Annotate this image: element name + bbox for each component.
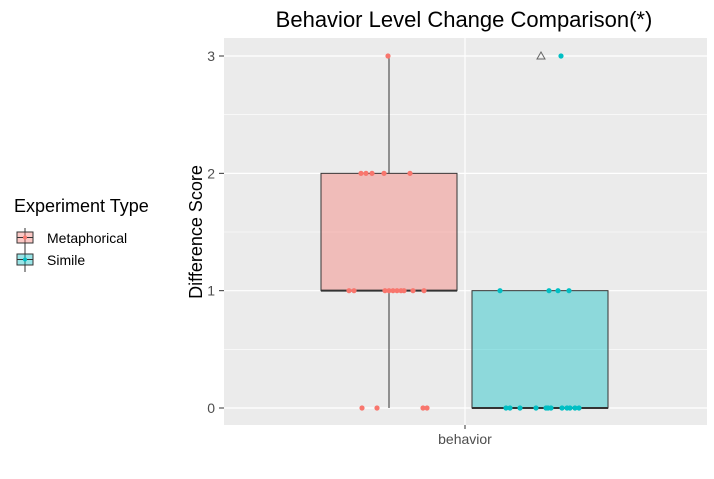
box-metaphorical bbox=[320, 172, 458, 292]
x-tick-label: behavior bbox=[438, 431, 492, 447]
y-tick-label: 1 bbox=[207, 283, 215, 299]
data-point bbox=[351, 288, 357, 294]
grid bbox=[224, 38, 707, 425]
data-point bbox=[424, 405, 430, 411]
y-tick-label: 3 bbox=[207, 48, 215, 64]
data-point bbox=[558, 53, 564, 59]
data-point bbox=[507, 405, 513, 411]
data-point bbox=[555, 288, 561, 294]
y-tick-label: 0 bbox=[207, 400, 215, 416]
data-point bbox=[401, 288, 407, 294]
data-point bbox=[572, 405, 578, 411]
y-tick-label: 2 bbox=[207, 165, 215, 181]
data-point bbox=[420, 405, 426, 411]
data-point bbox=[346, 288, 352, 294]
data-point bbox=[359, 405, 365, 411]
data-point bbox=[503, 405, 509, 411]
data-point bbox=[385, 53, 391, 59]
data-point bbox=[407, 170, 413, 176]
legend-key-point bbox=[23, 235, 27, 240]
chart-title: Behavior Level Change Comparison(*) bbox=[276, 7, 653, 32]
legend: Experiment Type Metaphorical Simile bbox=[14, 196, 149, 272]
data-point bbox=[369, 170, 375, 176]
legend-label-simile: Simile bbox=[47, 252, 85, 268]
box-simile bbox=[471, 290, 609, 409]
data-point bbox=[382, 288, 388, 294]
data-point bbox=[533, 405, 539, 411]
data-point bbox=[390, 288, 396, 294]
data-point bbox=[548, 405, 554, 411]
data-point bbox=[559, 405, 565, 411]
data-point bbox=[358, 170, 364, 176]
boxes bbox=[320, 51, 609, 409]
data-point bbox=[363, 170, 369, 176]
data-point bbox=[421, 288, 427, 294]
legend-label-metaphorical: Metaphorical bbox=[47, 230, 127, 246]
data-point bbox=[374, 405, 380, 411]
data-point bbox=[576, 405, 582, 411]
data-point bbox=[566, 288, 572, 294]
data-point bbox=[410, 288, 416, 294]
points bbox=[346, 53, 582, 411]
data-point bbox=[567, 405, 573, 411]
data-point bbox=[546, 288, 552, 294]
data-point bbox=[386, 288, 392, 294]
outlier-marker bbox=[536, 51, 546, 60]
data-point bbox=[381, 170, 387, 176]
data-point bbox=[517, 405, 523, 411]
legend-key-point bbox=[23, 257, 27, 262]
legend-title: Experiment Type bbox=[14, 196, 149, 216]
data-point bbox=[394, 288, 400, 294]
y-axis-title: Difference Score bbox=[186, 165, 206, 299]
y-axis: 0 1 2 3 bbox=[207, 48, 466, 429]
data-point bbox=[497, 288, 503, 294]
